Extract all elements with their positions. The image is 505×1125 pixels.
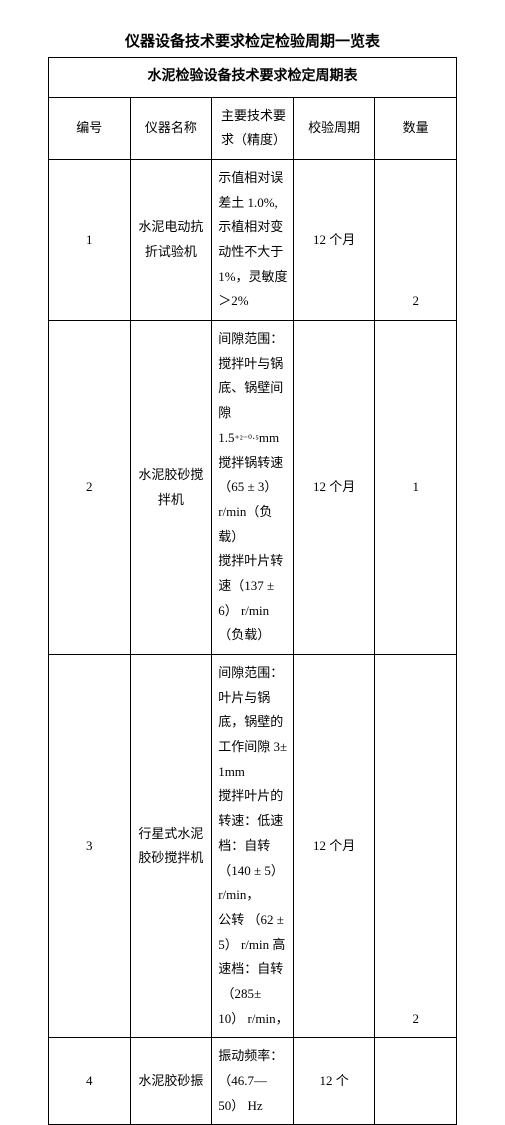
cell-qty: 1 — [375, 321, 457, 655]
subtitle-row: 水泥检验设备技术要求检定周期表 — [49, 58, 457, 98]
header-row: 编号 仪器名称 主要技术要求（精度） 校验周期 数量 — [49, 97, 457, 159]
cell-qty — [375, 1038, 457, 1125]
cell-num: 2 — [49, 321, 131, 655]
table-row: 2 水泥胶砂搅拌机 间隙范围：搅拌叶与锅底、锅壁间隙 1.5⁺²⁻⁰·⁵mm搅拌… — [49, 321, 457, 655]
cell-req: 振动频率： （46.7— 50） Hz — [212, 1038, 294, 1125]
cell-req: 间隙范围：搅拌叶与锅底、锅壁间隙 1.5⁺²⁻⁰·⁵mm搅拌锅转速（65 ± 3… — [212, 321, 294, 655]
header-req: 主要技术要求（精度） — [212, 97, 294, 159]
table-row: 1 水泥电动抗折试验机 示值相对误差土 1.0%,示植相对变动性不大于 1%，灵… — [49, 159, 457, 320]
header-qty: 数量 — [375, 97, 457, 159]
cell-name: 水泥胶砂振 — [130, 1038, 212, 1125]
table-row: 3 行星式水泥胶砂搅拌机 间隙范围：叶片与锅底，锅壁的工作间隙 3± 1mm搅拌… — [49, 655, 457, 1038]
cell-period: 12 个月 — [293, 655, 375, 1038]
cell-num: 4 — [49, 1038, 131, 1125]
subtitle: 水泥检验设备技术要求检定周期表 — [49, 58, 457, 98]
cell-period: 12 个 — [293, 1038, 375, 1125]
cell-num: 3 — [49, 655, 131, 1038]
cell-req: 间隙范围：叶片与锅底，锅壁的工作间隙 3± 1mm搅拌叶片的转速：低速档：自转 … — [212, 655, 294, 1038]
header-name: 仪器名称 — [130, 97, 212, 159]
cell-req: 示值相对误差土 1.0%,示植相对变动性不大于 1%，灵敏度＞2% — [212, 159, 294, 320]
cell-name: 水泥胶砂搅拌机 — [130, 321, 212, 655]
cell-period: 12 个月 — [293, 321, 375, 655]
table-row: 4 水泥胶砂振 振动频率： （46.7— 50） Hz 12 个 — [49, 1038, 457, 1125]
cell-name: 行星式水泥胶砂搅拌机 — [130, 655, 212, 1038]
header-period: 校验周期 — [293, 97, 375, 159]
cell-name: 水泥电动抗折试验机 — [130, 159, 212, 320]
cell-num: 1 — [49, 159, 131, 320]
cell-qty: 2 — [375, 655, 457, 1038]
cell-qty: 2 — [375, 159, 457, 320]
cell-period: 12 个月 — [293, 159, 375, 320]
header-num: 编号 — [49, 97, 131, 159]
spec-table: 水泥检验设备技术要求检定周期表 编号 仪器名称 主要技术要求（精度） 校验周期 … — [48, 57, 457, 1125]
main-title: 仪器设备技术要求检定检验周期一览表 — [48, 30, 457, 51]
